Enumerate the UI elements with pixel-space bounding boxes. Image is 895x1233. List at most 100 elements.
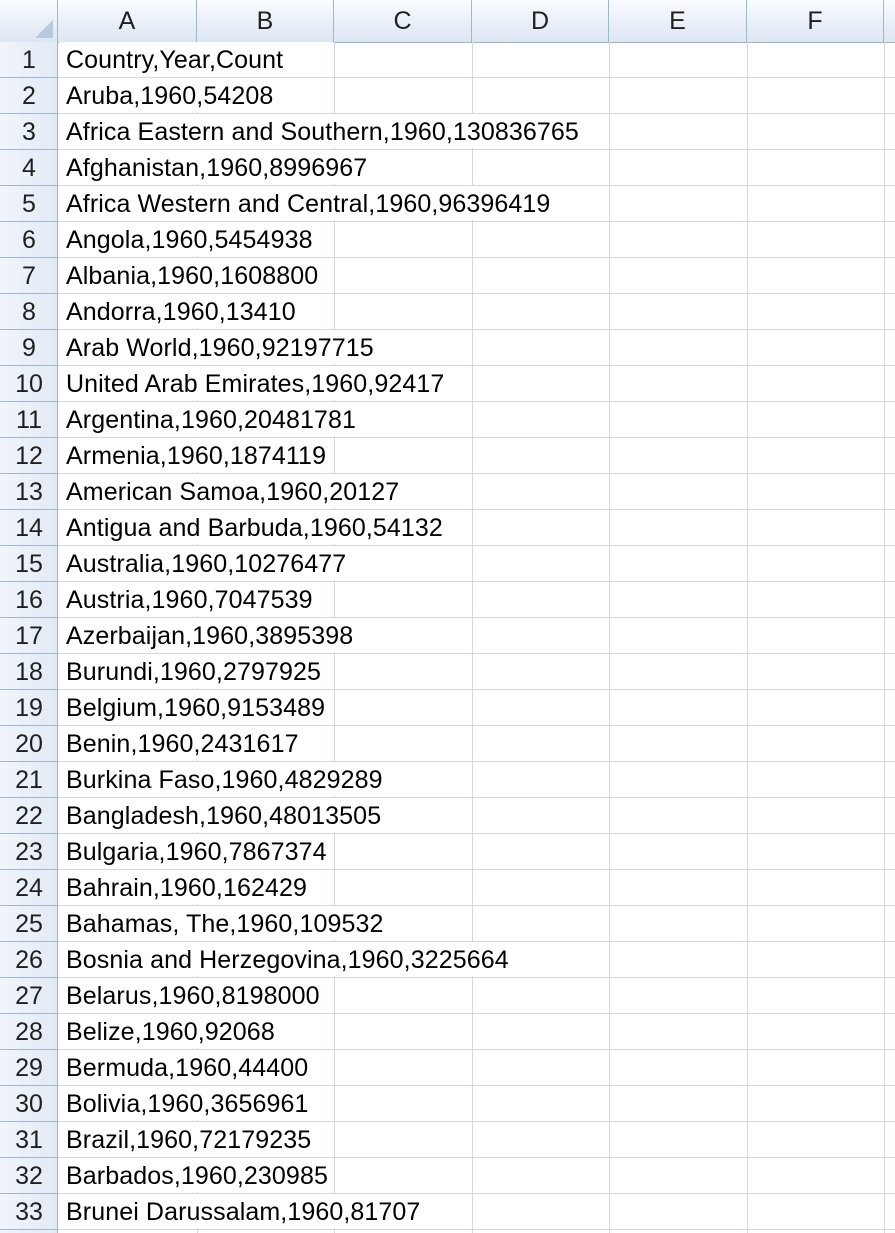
column-header-d[interactable]: D: [472, 0, 609, 42]
row-header[interactable]: 29: [0, 1050, 58, 1086]
row-header[interactable]: 11: [0, 402, 58, 438]
cell-a1[interactable]: Country,Year,Count: [66, 46, 284, 74]
cell-a7[interactable]: Albania,1960,1608800: [66, 262, 319, 290]
cell-overflow-mask: [59, 798, 472, 832]
row-gridline: [58, 149, 895, 150]
row-header[interactable]: 30: [0, 1086, 58, 1122]
row-header[interactable]: 18: [0, 654, 58, 690]
cell-a29[interactable]: Bermuda,1960,44400: [66, 1054, 309, 1082]
row-header[interactable]: 26: [0, 942, 58, 978]
cell-a5[interactable]: Africa Western and Central,1960,96396419: [66, 190, 551, 218]
cell-overflow-mask: [59, 366, 472, 400]
cell-a16[interactable]: Austria,1960,7047539: [66, 586, 313, 614]
cell-a27[interactable]: Belarus,1960,8198000: [66, 982, 320, 1010]
cell-a28[interactable]: Belize,1960,92068: [66, 1018, 275, 1046]
row-header[interactable]: 17: [0, 618, 58, 654]
cell-overflow-mask: [59, 78, 334, 112]
row-header[interactable]: 19: [0, 690, 58, 726]
cell-a25[interactable]: Bahamas, The,1960,109532: [66, 910, 384, 938]
row-header[interactable]: 27: [0, 978, 58, 1014]
row-header[interactable]: 28: [0, 1014, 58, 1050]
row-gridline: [58, 725, 895, 726]
row-header[interactable]: 22: [0, 798, 58, 834]
row-header[interactable]: 15: [0, 546, 58, 582]
cell-overflow-mask: [59, 474, 472, 508]
row-header-bar: 1 2 3 4 5 6 7 8 9 10 11 12 13 14 15 16 17 18 19 20 21 22 23 24 2…: [0, 42, 58, 1233]
cell-overflow-mask: [59, 258, 334, 292]
cell-a2[interactable]: Aruba,1960,54208: [66, 82, 274, 110]
row-header[interactable]: 23: [0, 834, 58, 870]
row-header[interactable]: 1: [0, 42, 58, 78]
cell-a13[interactable]: American Samoa,1960,20127: [66, 478, 400, 506]
cell-overflow-mask: [59, 1122, 334, 1156]
cell-overflow-mask: [59, 978, 334, 1012]
cell-a33[interactable]: Brunei Darussalam,1960,81707: [66, 1198, 421, 1226]
column-header-a[interactable]: A: [58, 0, 197, 42]
cell-a23[interactable]: Bulgaria,1960,7867374: [66, 838, 327, 866]
row-header[interactable]: 33: [0, 1194, 58, 1230]
row-header[interactable]: 2: [0, 78, 58, 114]
row-gridline: [58, 1013, 895, 1014]
cell-a8[interactable]: Andorra,1960,13410: [66, 298, 296, 326]
row-header[interactable]: 20: [0, 726, 58, 762]
cell-a10[interactable]: United Arab Emirates,1960,92417: [66, 370, 445, 398]
row-gridline: [58, 833, 895, 834]
row-gridline: [58, 941, 895, 942]
row-header[interactable]: 12: [0, 438, 58, 474]
column-header-e[interactable]: E: [609, 0, 747, 42]
row-gridline: [58, 653, 895, 654]
row-header[interactable]: 24: [0, 870, 58, 906]
column-header-c[interactable]: C: [334, 0, 472, 42]
cell-a14[interactable]: Antigua and Barbuda,1960,54132: [66, 514, 443, 542]
row-header[interactable]: 5: [0, 186, 58, 222]
row-header[interactable]: 6: [0, 222, 58, 258]
column-header-f[interactable]: F: [747, 0, 884, 42]
row-header[interactable]: 32: [0, 1158, 58, 1194]
cell-overflow-mask: [59, 330, 472, 364]
cell-overflow-mask: [59, 834, 334, 868]
column-header-b[interactable]: B: [197, 0, 334, 42]
row-header[interactable]: 4: [0, 150, 58, 186]
cell-a22[interactable]: Bangladesh,1960,48013505: [66, 802, 382, 830]
row-gridline: [58, 977, 895, 978]
cell-overflow-mask: [59, 438, 334, 472]
cell-a4[interactable]: Afghanistan,1960,8996967: [66, 154, 368, 182]
cell-a32[interactable]: Barbados,1960,230985: [66, 1162, 328, 1190]
row-header[interactable]: 10: [0, 366, 58, 402]
cell-a20[interactable]: Benin,1960,2431617: [66, 730, 299, 758]
row-header[interactable]: 13: [0, 474, 58, 510]
row-header[interactable]: 14: [0, 510, 58, 546]
row-header[interactable]: 7: [0, 258, 58, 294]
cell-a6[interactable]: Angola,1960,5454938: [66, 226, 313, 254]
cell-overflow-mask: [59, 186, 609, 220]
cell-a17[interactable]: Azerbaijan,1960,3895398: [66, 622, 354, 650]
row-header[interactable]: 31: [0, 1122, 58, 1158]
row-header[interactable]: 3: [0, 114, 58, 150]
row-gridline: [58, 581, 895, 582]
cell-a18[interactable]: Burundi,1960,2797925: [66, 658, 322, 686]
row-header[interactable]: 9: [0, 330, 58, 366]
row-header[interactable]: 16: [0, 582, 58, 618]
cell-overflow-mask: [59, 42, 334, 76]
cell-a31[interactable]: Brazil,1960,72179235: [66, 1126, 312, 1154]
row-gridline: [58, 401, 895, 402]
cell-overflow-mask: [59, 906, 472, 940]
cell-a9[interactable]: Arab World,1960,92197715: [66, 334, 374, 362]
cell-a24[interactable]: Bahrain,1960,162429: [66, 874, 307, 902]
row-gridline: [58, 869, 895, 870]
cell-a11[interactable]: Argentina,1960,20481781: [66, 406, 357, 434]
cell-a12[interactable]: Armenia,1960,1874119: [66, 442, 327, 470]
cell-a3[interactable]: Africa Eastern and Southern,1960,1308367…: [66, 118, 579, 146]
cell-a15[interactable]: Australia,1960,10276477: [66, 550, 347, 578]
cell-a30[interactable]: Bolivia,1960,3656961: [66, 1090, 309, 1118]
row-header[interactable]: 25: [0, 906, 58, 942]
select-all-corner[interactable]: [0, 0, 58, 42]
cell-a21[interactable]: Burkina Faso,1960,4829289: [66, 766, 383, 794]
cell-grid[interactable]: Country,Year,Count Aruba,1960,54208 Africa…: [58, 42, 895, 1233]
cell-a26[interactable]: Bosnia and Herzegovina,1960,3225664: [66, 946, 509, 974]
row-gridline: [58, 365, 895, 366]
row-header[interactable]: 21: [0, 762, 58, 798]
cell-a19[interactable]: Belgium,1960,9153489: [66, 694, 326, 722]
row-header[interactable]: 8: [0, 294, 58, 330]
